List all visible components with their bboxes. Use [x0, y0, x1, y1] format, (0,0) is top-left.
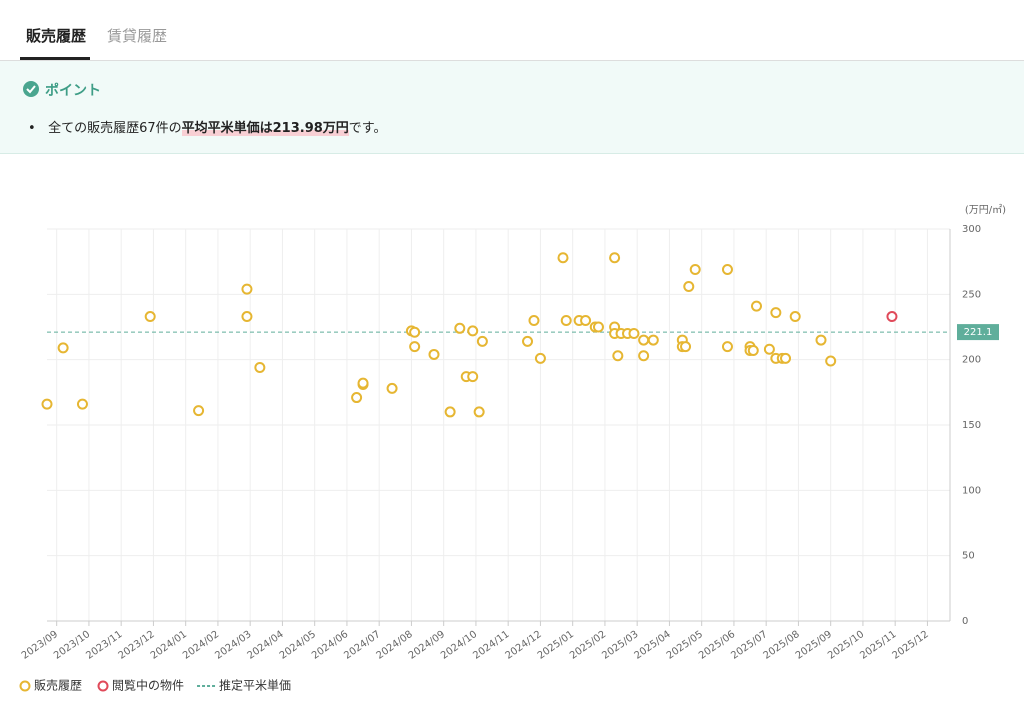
point-title: ポイント: [45, 83, 101, 99]
point: [254, 362, 266, 374]
point: [560, 314, 572, 326]
tab[interactable]: 賃貸履歴: [107, 27, 168, 45]
check-icon: [23, 81, 39, 97]
y-tick-label: 250: [962, 289, 981, 300]
point: [241, 283, 253, 295]
point: [886, 311, 898, 323]
point: [409, 341, 421, 353]
point-text: • 全ての販売履歴67件の平均平米単価は213.98万円です。: [28, 121, 387, 136]
y-tick-label: 300: [962, 224, 981, 235]
y-tick-label: 50: [962, 551, 975, 562]
point: [747, 345, 759, 357]
point: [680, 341, 692, 353]
reference-label-bg: [957, 324, 999, 341]
point: [57, 342, 69, 354]
point: [780, 352, 792, 364]
point: [444, 406, 456, 418]
point: [454, 322, 466, 334]
point: [825, 355, 837, 367]
point: [721, 341, 733, 353]
highlight: 平均平米単価は213.98万円: [181, 121, 349, 136]
point: [721, 264, 733, 276]
point: [467, 325, 479, 337]
legend-label: 推定平米単価: [219, 678, 291, 693]
point: [473, 406, 485, 418]
point: [241, 311, 253, 323]
legend-label: 閲覧中の物件: [112, 678, 184, 693]
point: [351, 392, 363, 404]
y-tick-label: 150: [962, 420, 981, 431]
point-box: ポイント • 全ての販売履歴67件の平均平米単価は213.98万円です。: [0, 61, 1024, 154]
point: [683, 280, 695, 292]
point: [193, 405, 205, 417]
point: [592, 321, 604, 333]
point: [609, 252, 621, 264]
point: [751, 300, 762, 312]
point: [76, 398, 88, 410]
reference-label: 221.1: [964, 327, 993, 338]
point: [534, 352, 546, 364]
point: [41, 398, 53, 410]
point: [476, 335, 488, 347]
point: [815, 334, 827, 346]
tab[interactable]: 販売履歴: [26, 27, 87, 45]
point: [638, 334, 650, 346]
point: [628, 328, 640, 340]
point: [386, 382, 398, 394]
y-tick-label: 200: [962, 355, 981, 366]
point: [428, 348, 440, 360]
point: [144, 311, 156, 323]
point: [467, 371, 479, 383]
point: [612, 350, 624, 362]
point: [770, 307, 782, 319]
legend-label: 販売履歴: [34, 678, 82, 693]
legend-marker: [19, 680, 31, 692]
y-tick-label: 100: [962, 485, 981, 496]
point: [357, 377, 369, 389]
tabs: 販売履歴 賃貸履歴: [0, 0, 1024, 61]
point: [647, 334, 659, 346]
legend-marker: [97, 680, 109, 692]
point: [528, 314, 540, 326]
point: [522, 335, 534, 347]
text: です。: [348, 121, 387, 136]
text: 全ての販売履歴67件の: [48, 121, 182, 136]
point: [557, 252, 569, 264]
point: [689, 264, 701, 276]
y-unit: (万円/㎡): [965, 204, 1006, 216]
point: [638, 350, 650, 362]
point: [763, 343, 775, 355]
x-tick-label: 2025/12: [891, 629, 931, 662]
point: [789, 311, 801, 323]
tab-underline: [20, 57, 90, 60]
point: [580, 314, 592, 326]
point: [409, 326, 421, 338]
y-tick-label: 0: [962, 616, 968, 627]
